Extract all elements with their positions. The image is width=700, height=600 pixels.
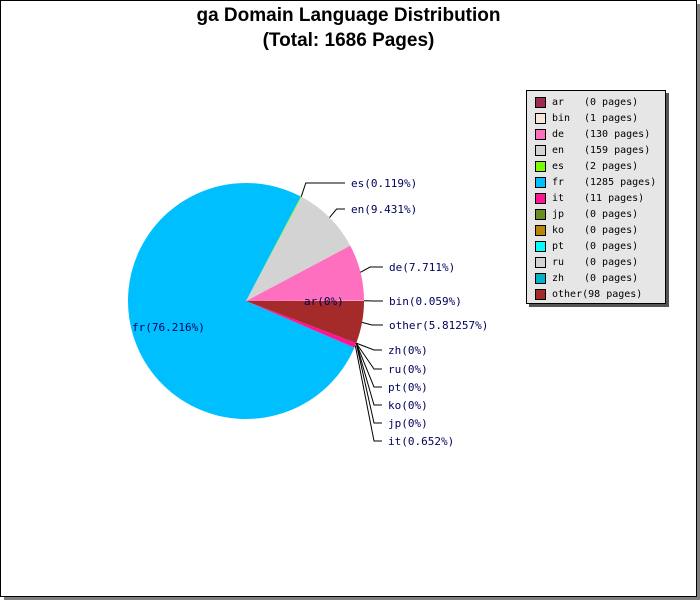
pie-slice-en [246,196,351,301]
legend-label: en [552,144,565,156]
pie-slice-other [246,301,364,344]
legend-swatch [535,240,546,252]
pie-slice-it [246,301,357,348]
legend: ar (0 pages) bin (1 pages) de (130 pages) en (1… [526,90,666,304]
legend-count: (130 pages) [584,128,651,140]
legend-label: jp [552,208,565,220]
legend-item-es: es (2 pages) [535,158,638,174]
legend-count: (0 pages) [584,208,639,220]
leader-line-zh [356,342,382,351]
slice-label-jp: jp(0%) [388,417,428,430]
chart-subtitle: (Total: 1686 Pages) [262,30,435,51]
leader-line-it [354,345,382,442]
slice-label-fr: fr(76.216%) [132,321,205,334]
legend-swatch [535,256,546,268]
slice-label-ar: ar(0%) [304,295,344,308]
legend-item-de: de (130 pages) [535,126,650,142]
legend-item-ru: ru (0 pages) [535,254,638,270]
chart-title: ga Domain Language Distribution [196,5,501,26]
leader-line-jp [355,342,382,424]
legend-item-en: en (159 pages) [535,142,650,158]
legend-count: (0 pages) [584,272,639,284]
legend-swatch [535,128,546,140]
legend-item-fr: fr (1285 pages) [535,174,656,190]
slice-label-es: es(0.119%) [351,177,417,190]
pie-slice-fr [128,183,355,420]
slice-label-pt: pt(0%) [388,381,428,394]
legend-label: ru [552,256,565,268]
legend-label: es [552,160,565,172]
legend-label: ko [552,224,565,236]
legend-count: (11 pages) [584,192,645,204]
legend-label: fr [552,176,565,188]
legend-count: (1285 pages) [584,176,657,188]
slice-label-de: de(7.711%) [389,261,455,274]
legend-count: (0 pages) [584,240,639,252]
slice-label-other: other(5.81257%) [389,319,488,332]
leader-line-en [329,208,345,218]
legend-label: zh [552,272,565,284]
legend-item-bin: bin (1 pages) [535,110,638,126]
legend-label: it [552,192,565,204]
legend-count: (1 pages) [584,112,639,124]
legend-label: de [552,128,565,140]
legend-count: (159 pages) [584,144,651,156]
legend-count: (2 pages) [584,160,639,172]
legend-item-it: it (11 pages) [535,190,644,206]
legend-item-ko: ko (0 pages) [535,222,638,238]
slice-label-it: it(0.652%) [388,435,454,448]
legend-count: (0 pages) [584,96,639,108]
legend-item-other: other (98 pages) [535,286,642,302]
legend-swatch [535,208,546,220]
slice-label-zh: zh(0%) [388,344,428,357]
legend-label: ar [552,96,565,108]
legend-count: (0 pages) [584,224,639,236]
legend-label: bin [552,112,571,124]
pie-slice-es [246,196,302,301]
legend-swatch [535,192,546,204]
slice-label-bin: bin(0.059%) [389,295,462,308]
legend-swatch [535,112,546,124]
slice-label-ko: ko(0%) [388,399,428,412]
legend-item-ar: ar (0 pages) [535,94,638,110]
slice-label-en: en(9.431%) [351,203,417,216]
slice-label-ru: ru(0%) [388,363,428,376]
legend-swatch [535,272,546,284]
leader-line-ru [355,342,382,370]
pie-slice-de [246,245,364,301]
leader-line-ko [355,342,382,406]
legend-label: other [552,288,583,300]
legend-count: (98 pages) [582,288,643,300]
legend-count: (0 pages) [584,256,639,268]
legend-swatch [535,96,546,108]
legend-swatch [535,144,546,156]
legend-item-zh: zh (0 pages) [535,270,638,286]
legend-swatch [535,176,546,188]
legend-item-pt: pt (0 pages) [535,238,638,254]
legend-label: pt [552,240,565,252]
legend-item-jp: jp (0 pages) [535,206,638,222]
leader-line-es [300,182,345,197]
legend-swatch [535,160,546,172]
legend-swatch [535,224,546,236]
leader-line-pt [355,342,382,388]
leader-line-other [361,321,383,326]
leader-line-de [360,266,383,273]
legend-swatch [535,288,546,300]
